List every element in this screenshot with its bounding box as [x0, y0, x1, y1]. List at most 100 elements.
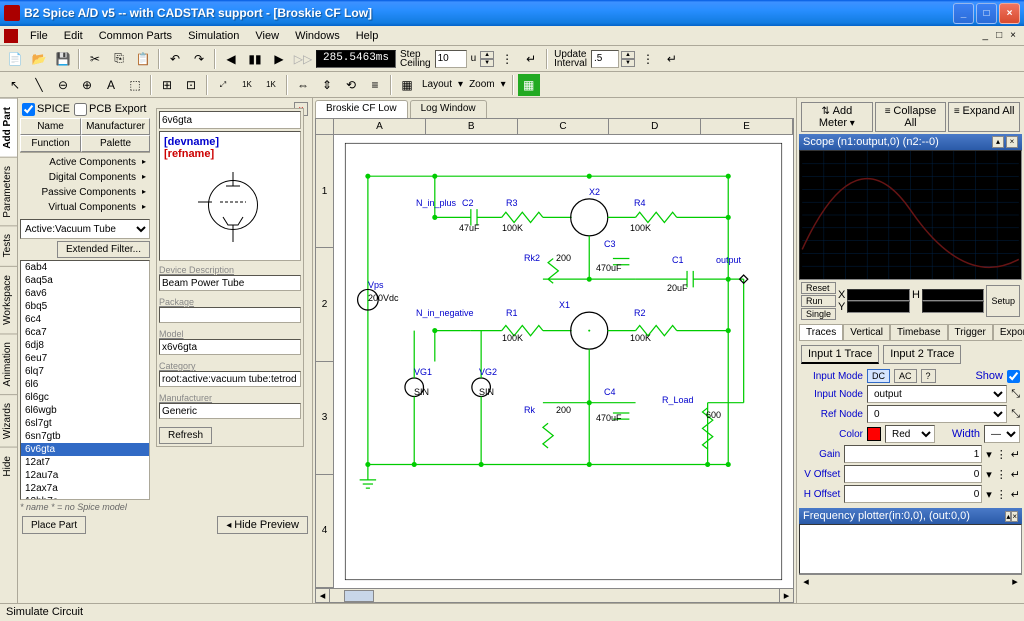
undo-icon[interactable]: ↶	[164, 48, 186, 70]
flip-h-icon[interactable]: ⇔	[292, 74, 314, 96]
zoom-in-icon[interactable]: ⊕	[76, 74, 98, 96]
layout-dd[interactable]: ▾	[456, 79, 465, 90]
color-select[interactable]: Red	[885, 425, 935, 443]
schematic-viewport[interactable]: ABCDE 1234	[315, 118, 794, 603]
reset-button[interactable]: Reset	[801, 282, 836, 294]
list-item[interactable]: 6lq7	[21, 365, 149, 378]
freq-close-icon[interactable]: ×	[1011, 511, 1018, 522]
update-opts-icon[interactable]: ⋮	[637, 48, 659, 70]
redo-icon[interactable]: ↷	[188, 48, 210, 70]
grid-b-icon[interactable]: ⊡	[180, 74, 202, 96]
list-item[interactable]: 6sn7gtb	[21, 430, 149, 443]
zoom-dd[interactable]: ▾	[499, 79, 508, 90]
probe-icon[interactable]: ⤡	[1011, 388, 1020, 401]
zoom-out-icon[interactable]: ⊖	[52, 74, 74, 96]
tab-hide[interactable]: Hide	[0, 447, 17, 485]
pkg-field[interactable]	[159, 307, 301, 323]
spice-checkbox[interactable]: SPICE	[22, 103, 70, 116]
probe2-icon[interactable]: ⤡	[1011, 408, 1020, 421]
list-item[interactable]: 6sl7gt	[21, 417, 149, 430]
list-item[interactable]: 12at7	[21, 456, 149, 469]
z3-icon[interactable]: 1K	[260, 74, 282, 96]
hoffset-opts-icon[interactable]: ⋮	[996, 488, 1007, 501]
list-item[interactable]: 6l6gc	[21, 391, 149, 404]
list-item[interactable]: 6ab4	[21, 261, 149, 274]
col-manufacturer[interactable]: Manufacturer	[81, 118, 150, 135]
pointer-icon[interactable]: ↖	[4, 74, 26, 96]
list-item[interactable]: 6c4	[21, 313, 149, 326]
close-button[interactable]: ×	[999, 3, 1020, 24]
run-button[interactable]: Run	[801, 295, 836, 307]
menu-common-parts[interactable]: Common Parts	[91, 28, 180, 44]
doc-tab-active[interactable]: Broskie CF Low	[315, 100, 408, 118]
show-checkbox[interactable]	[1007, 370, 1020, 383]
expand-button[interactable]: ≡ Expand All	[948, 102, 1020, 132]
col-palette[interactable]: Palette	[81, 135, 150, 152]
list-item[interactable]: 12bh7a	[21, 495, 149, 500]
gain-opts-icon[interactable]: ⋮	[996, 448, 1007, 461]
update-input[interactable]	[591, 50, 619, 68]
copy-icon[interactable]: ⎘	[108, 48, 130, 70]
z2-icon[interactable]: 1K	[236, 74, 258, 96]
update-spinner[interactable]: ▲▼	[621, 51, 635, 67]
open-icon[interactable]: 📂	[28, 48, 50, 70]
return2-icon[interactable]: ↵	[661, 48, 683, 70]
list-item[interactable]: 6l6wgb	[21, 404, 149, 417]
pause-icon[interactable]: ▮▮	[244, 48, 266, 70]
list-item[interactable]: 6av6	[21, 287, 149, 300]
list-item[interactable]: 12ax7a	[21, 482, 149, 495]
width-select[interactable]: —	[984, 425, 1020, 443]
layout-icon[interactable]: ▦	[396, 74, 418, 96]
category-select[interactable]: Active:Vacuum Tube	[20, 219, 150, 239]
freq-plot[interactable]	[799, 524, 1022, 574]
tab-timebase[interactable]: Timebase	[890, 324, 948, 340]
minimize-button[interactable]: _	[953, 3, 974, 24]
new-icon[interactable]: 📄	[4, 48, 26, 70]
input-node-select[interactable]: output	[867, 385, 1007, 403]
voffset-input[interactable]	[844, 465, 982, 483]
list-item[interactable]: 6v6gta	[21, 443, 149, 456]
list-item[interactable]: 6l6	[21, 378, 149, 391]
tab-tests[interactable]: Tests	[0, 225, 17, 265]
tab-traces[interactable]: Traces	[799, 324, 843, 340]
run-sim-icon[interactable]: ▦	[518, 74, 540, 96]
grid-a-icon[interactable]: ⊞	[156, 74, 178, 96]
list-item[interactable]: 6aq5a	[21, 274, 149, 287]
parts-list[interactable]: 6ab46aq5a6av66bq56c46ca76dj86eu76lq76l66…	[20, 260, 150, 500]
tab-workspace[interactable]: Workspace	[0, 266, 17, 333]
play-icon[interactable]: ▶	[268, 48, 290, 70]
cat-passive[interactable]: Passive Components	[22, 185, 148, 200]
list-item[interactable]: 6ca7	[21, 326, 149, 339]
preview-search[interactable]	[159, 111, 301, 129]
extended-filter-button[interactable]: Extended Filter...	[57, 241, 150, 258]
maximize-button[interactable]: □	[976, 3, 997, 24]
schematic-scrollbar[interactable]: ◂ ▸	[316, 588, 793, 602]
add-meter-button[interactable]: ⇅ Add Meter ▾	[801, 102, 873, 132]
tab-add-part[interactable]: Add Part	[0, 98, 17, 157]
list-item[interactable]: 6eu7	[21, 352, 149, 365]
return-icon[interactable]: ↵	[520, 48, 542, 70]
schematic-canvas[interactable]: N_in_plus C2 47uF R3 100K X2 R4 100K Rk2…	[334, 135, 793, 588]
menu-view[interactable]: View	[247, 28, 287, 44]
help-toggle[interactable]: ?	[921, 369, 936, 383]
cat-digital[interactable]: Digital Components	[22, 170, 148, 185]
mfr-field[interactable]	[159, 403, 301, 419]
list-item[interactable]: 12au7a	[21, 469, 149, 482]
model-field[interactable]	[159, 339, 301, 355]
cat-active[interactable]: Active Components	[22, 155, 148, 170]
tab-animation[interactable]: Animation	[0, 333, 17, 394]
col-function[interactable]: Function	[20, 135, 81, 152]
gain-input[interactable]	[844, 445, 982, 463]
dc-toggle[interactable]: DC	[867, 369, 890, 383]
scope-close-icon[interactable]: ×	[1006, 136, 1018, 148]
ac-toggle[interactable]: AC	[894, 369, 917, 383]
rotate-icon[interactable]: ⟲	[340, 74, 362, 96]
single-button[interactable]: Single	[801, 308, 836, 320]
paste-icon[interactable]: 📋	[132, 48, 154, 70]
z1-icon[interactable]: ⤢	[212, 74, 234, 96]
line-icon[interactable]: ╲	[28, 74, 50, 96]
cut-icon[interactable]: ✂	[84, 48, 106, 70]
tab-parameters[interactable]: Parameters	[0, 157, 17, 226]
place-part-button[interactable]: Place Part	[22, 516, 86, 534]
input2-tab[interactable]: Input 2 Trace	[883, 345, 961, 364]
